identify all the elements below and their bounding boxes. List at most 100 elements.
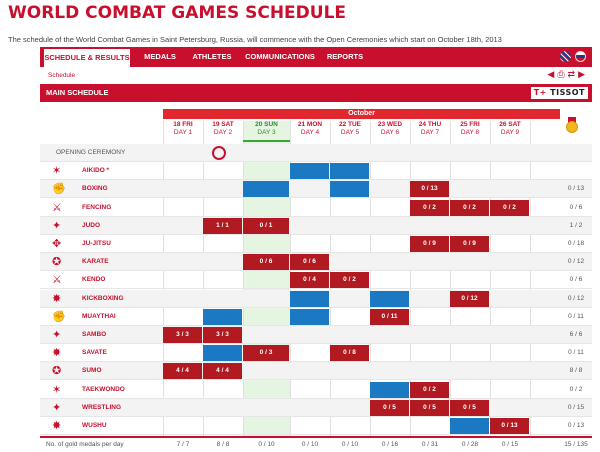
sport-icon: ✪ [52,365,62,378]
medal-event-cell[interactable]: 0 / 6 [290,254,329,271]
sport-name[interactable]: KARATE [82,258,109,266]
medal-event-cell[interactable]: 0 / 8 [330,345,369,362]
grid-line [490,121,491,436]
medal-event-cell[interactable]: 4 / 4 [203,363,242,380]
medal-event-cell[interactable]: 0 / 2 [490,199,529,216]
medal-event-cell[interactable]: 0 / 2 [450,199,489,216]
medal-event-cell[interactable]: 0 / 5 [450,399,489,416]
medal-event-cell[interactable]: 0 / 5 [410,399,449,416]
day-date: 25 FRI [460,121,480,128]
day-header[interactable]: 21 MON DAY 4 [290,121,330,141]
medal-event-cell[interactable]: 0 / 11 [370,308,409,325]
event-cell[interactable] [450,418,489,434]
uk-flag-icon[interactable] [560,51,571,62]
tab-reports[interactable]: REPORTS [326,52,364,61]
sport-name[interactable]: KICKBOXING [82,294,124,302]
medal-event-cell[interactable]: 0 / 13 [490,418,529,434]
sport-name[interactable]: SAVATE [82,349,107,357]
day-header[interactable]: 24 THU DAY 7 [410,121,450,141]
medal-event-cell[interactable]: 0 / 6 [243,254,289,271]
medal-event-cell[interactable]: 0 / 13 [410,181,449,198]
sport-name[interactable]: JUDO [82,221,101,229]
day-header[interactable]: 22 TUE DAY 5 [330,121,370,141]
sport-name[interactable]: BOXING [82,185,108,193]
sport-name[interactable]: SAMBO [82,331,107,338]
sport-name[interactable]: WRESTLING [82,403,121,411]
ceremony-icon[interactable] [212,146,226,160]
sport-name[interactable]: TAEKWONDO [82,385,125,393]
ru-flag-icon[interactable] [575,51,586,62]
sport-icon: ✸ [52,420,62,432]
breadcrumb[interactable]: Schedule [48,72,76,79]
event-cell[interactable] [203,345,242,362]
event-cell[interactable] [290,308,329,325]
tab-schedule-results[interactable]: SCHEDULE & RESULTS [44,49,130,67]
tab-athletes[interactable]: ATHLETES [192,52,232,61]
event-cell[interactable] [370,381,409,398]
day-date: 26 SAT [499,121,521,128]
sport-icon: ⚔ [52,274,62,287]
event-cell[interactable] [203,308,242,325]
day-medal-count: 7 / 7 [176,441,190,448]
next-arrow-icon[interactable]: ▶ [578,69,588,79]
sport-total: 0 / 2 [569,385,583,393]
event-cell[interactable] [370,290,409,307]
sport-name[interactable]: SUMO [82,367,102,375]
event-cell[interactable] [290,163,329,180]
day-header[interactable]: 19 SAT DAY 2 [203,121,243,141]
medal-event-cell[interactable]: 1 / 1 [203,217,242,234]
medal-event-cell[interactable]: 0 / 1 [243,217,289,234]
day-header[interactable]: 25 FRI DAY 8 [450,121,490,141]
print-icon[interactable]: ⎙ [557,69,568,79]
sport-name[interactable]: KENDO [82,276,106,284]
medal-event-cell[interactable]: 0 / 12 [450,290,489,307]
medal-event-cell[interactable]: 4 / 4 [163,363,202,380]
event-cell[interactable] [243,181,289,198]
medal-event-cell[interactable]: 0 / 2 [330,272,369,289]
grid-line [410,121,411,436]
prev-arrow-icon[interactable]: ◀ [547,69,558,79]
medal-event-cell[interactable]: 0 / 9 [450,236,489,252]
sport-icon: ✶ [52,165,62,178]
day-header[interactable]: 26 SAT DAY 9 [490,121,530,141]
medal-event-cell[interactable]: 3 / 3 [203,327,242,343]
today-column-highlight [243,121,290,438]
medal-event-cell[interactable]: 3 / 3 [163,327,202,343]
sport-name[interactable]: AIKIDO * [82,167,110,175]
sport-total: 0 / 12 [567,294,585,302]
day-date: 23 WED [377,121,403,128]
sport-icon: ✦ [52,401,62,414]
medal-event-cell[interactable]: 0 / 2 [410,199,449,216]
sport-total: 0 / 13 [567,422,585,429]
day-header[interactable]: 23 WED DAY 6 [370,121,410,141]
sport-name[interactable]: JU-JITSU [82,240,111,247]
day-header[interactable]: 20 SUN DAY 3 [243,121,290,141]
event-cell[interactable] [330,181,369,198]
event-cell[interactable] [290,290,329,307]
main-schedule-label: MAIN SCHEDULE [46,88,109,97]
medal-event-cell[interactable]: 0 / 5 [370,399,409,416]
tab-communications[interactable]: COMMUNICATIONS [245,52,315,61]
day-header[interactable]: 18 FRI DAY 1 [163,121,203,141]
medal-event-cell[interactable]: 0 / 3 [243,345,289,362]
sport-total: 0 / 6 [569,276,583,284]
day-date: 21 MON [297,121,323,128]
event-cell[interactable] [330,163,369,180]
tab-medals[interactable]: MEDALS [144,52,176,61]
medal-event-cell[interactable]: 0 / 2 [410,381,449,398]
sport-name[interactable]: WUSHU [82,422,107,429]
sport-name[interactable]: MUAYTHAI [82,312,116,320]
medal-event-cell[interactable]: 0 / 9 [410,236,449,252]
medal-event-cell[interactable]: 0 / 4 [290,272,329,289]
refresh-icon[interactable]: ⇄ [567,69,579,79]
gold-medals-per-day-row: No. of gold medals per day 7 / 7 8 / 8 0 /… [40,436,592,452]
day-number: DAY 8 [460,129,480,136]
day-number: DAY 9 [500,129,520,136]
sport-name[interactable]: FENCING [82,203,112,211]
